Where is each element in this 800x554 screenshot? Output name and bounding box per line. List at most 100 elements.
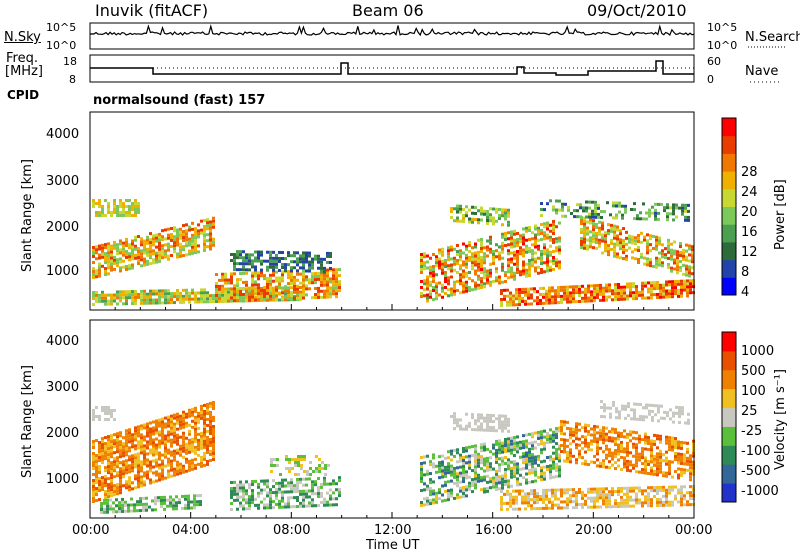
- heatmap-cell: [456, 262, 459, 265]
- heatmap-cell: [604, 234, 607, 238]
- heatmap-cell: [104, 302, 107, 306]
- heatmap-cell: [462, 459, 465, 462]
- heatmap-cell: [554, 301, 557, 305]
- heatmap-cell: [617, 504, 620, 508]
- heatmap-cell: [191, 297, 194, 301]
- heatmap-cell: [683, 494, 686, 498]
- heatmap-cell: [602, 496, 605, 500]
- heatmap-cell: [218, 299, 221, 303]
- heatmap-cell: [566, 444, 569, 448]
- heatmap-cell: [661, 243, 664, 247]
- heatmap-cell: [615, 416, 618, 420]
- heatmap-cell: [558, 429, 561, 433]
- heatmap-cell: [620, 501, 623, 505]
- heatmap-cell: [176, 255, 179, 259]
- heatmap-cell: [107, 205, 110, 208]
- heatmap-cell: [278, 487, 281, 491]
- vel-cbar-label: Velocity [m s⁻¹]: [773, 369, 788, 470]
- heatmap-cell: [672, 414, 675, 418]
- heatmap-cell: [92, 249, 95, 252]
- heatmap-cell: [139, 509, 142, 513]
- heatmap-cell: [212, 418, 215, 422]
- heatmap-cell: [116, 492, 119, 496]
- heatmap-cell: [193, 500, 196, 504]
- heatmap-cell: [519, 482, 522, 486]
- heatmap-cell: [587, 487, 590, 491]
- heatmap-cell: [145, 505, 148, 509]
- heatmap-cell: [104, 296, 107, 300]
- heatmap-cell: [119, 296, 122, 300]
- heatmap-cell: [254, 274, 257, 278]
- heatmap-cell: [209, 425, 212, 429]
- date-title: 09/Oct/2010: [587, 1, 687, 20]
- heatmap-cell: [534, 455, 537, 459]
- heatmap-cell: [543, 234, 546, 238]
- heatmap-cell: [254, 298, 257, 302]
- heatmap-cell: [558, 453, 561, 457]
- heatmap-cell: [519, 234, 522, 238]
- heatmap-cell: [560, 494, 563, 498]
- heatmap-cell: [489, 250, 492, 254]
- heatmap-cell: [546, 260, 549, 264]
- heatmap-cell: [194, 239, 197, 243]
- heatmap-cell: [269, 256, 272, 260]
- heatmap-cell: [140, 463, 143, 467]
- heatmap-cell: [459, 282, 462, 286]
- heatmap-cell: [134, 289, 137, 293]
- heatmap-cell: [104, 255, 107, 259]
- heatmap-cell: [432, 280, 435, 283]
- heatmap-cell: [134, 438, 137, 442]
- heatmap-cell: [680, 470, 683, 474]
- heatmap-cell: [528, 480, 531, 484]
- heatmap-cell: [630, 408, 633, 412]
- heatmap-cell: [605, 487, 608, 491]
- heatmap-cell: [245, 498, 248, 502]
- heatmap-cell: [465, 259, 468, 263]
- heatmap-cell: [188, 447, 191, 451]
- heatmap-cell: [603, 409, 606, 413]
- heatmap-cell: [542, 506, 545, 510]
- heatmap-cell: [518, 300, 521, 304]
- heatmap-cell: [110, 250, 113, 254]
- heatmap-cell: [658, 251, 661, 255]
- heatmap-cell: [640, 255, 643, 259]
- heatmap-cell: [191, 440, 194, 444]
- heatmap-cell: [599, 464, 602, 468]
- heatmap-cell: [164, 249, 167, 253]
- heatmap-cell: [474, 206, 477, 209]
- heatmap-cell: [221, 287, 224, 291]
- heatmap-cell: [593, 430, 596, 434]
- heatmap-cell: [134, 301, 137, 305]
- heatmap-cell: [474, 272, 477, 276]
- heatmap-cell: [184, 494, 187, 498]
- heatmap-cell: [296, 499, 299, 502]
- heatmap-cell: [552, 232, 555, 235]
- heatmap-cell: [602, 289, 605, 293]
- heatmap-cell: [167, 289, 170, 293]
- heatmap-cell: [525, 454, 528, 458]
- heatmap-cell: [506, 501, 509, 505]
- heatmap-cell: [200, 410, 203, 414]
- heatmap-cell: [555, 475, 558, 479]
- heatmap-cell: [158, 256, 161, 260]
- heatmap-cell: [566, 459, 569, 463]
- heatmap-cell: [552, 241, 555, 244]
- heatmap-cell: [668, 485, 671, 489]
- heatmap-cell: [587, 284, 590, 288]
- heatmap-cell: [590, 439, 593, 443]
- heatmap-cell: [646, 242, 649, 246]
- heatmap-cell: [521, 495, 524, 499]
- heatmap-cell: [326, 280, 329, 284]
- heatmap-cell: [161, 420, 164, 424]
- heatmap-cell: [95, 245, 98, 249]
- heatmap-cell: [558, 447, 561, 451]
- heatmap-cell: [513, 238, 516, 242]
- heatmap-cell: [281, 273, 284, 277]
- heatmap-cell: [456, 481, 459, 485]
- heatmap-cell: [254, 268, 257, 272]
- heatmap-cell: [665, 459, 668, 463]
- heatmap-cell: [194, 230, 197, 234]
- heatmap-cell: [572, 433, 575, 437]
- heatmap-cell: [629, 433, 632, 437]
- heatmap-cell: [665, 441, 668, 445]
